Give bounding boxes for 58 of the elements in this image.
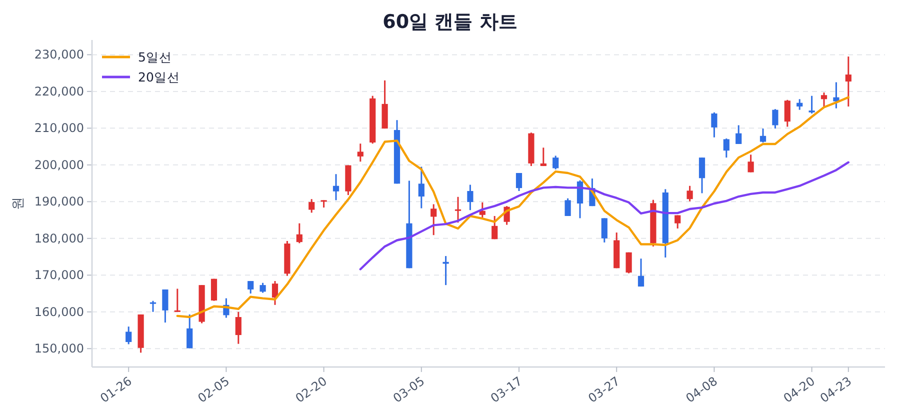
candlestick [479, 202, 486, 218]
y-tick-label: 230,000 [34, 48, 84, 62]
candlestick [626, 252, 632, 274]
candlestick [296, 222, 302, 244]
candlestick [808, 95, 815, 114]
legend-label: 5일선 [138, 50, 172, 64]
candlestick [552, 154, 559, 170]
line-series [176, 96, 850, 318]
candlestick [492, 215, 498, 240]
candlestick [260, 282, 266, 294]
y-tick-label: 210,000 [34, 121, 84, 136]
candlestick [820, 92, 828, 108]
y-tick-label: 150,000 [34, 342, 84, 356]
y-tick-label: 220,000 [34, 84, 84, 98]
candlestick [638, 258, 644, 288]
y-axis-title: 원 [11, 197, 26, 210]
candlestick [467, 184, 474, 211]
candlestick [357, 142, 364, 162]
candlestick [210, 278, 218, 302]
y-tick-label: 190,000 [34, 194, 84, 209]
candlestick [454, 196, 462, 224]
y-tick-label: 200,000 [34, 158, 84, 172]
candlestick [736, 124, 742, 145]
candlestick [711, 112, 718, 138]
candlestick [235, 311, 242, 345]
candlestick [772, 108, 778, 130]
candlestick [796, 98, 803, 111]
candlestick [540, 146, 546, 167]
candlestick [833, 82, 840, 110]
candlestick [430, 203, 437, 236]
candlestick [308, 198, 315, 214]
candlestick [845, 56, 852, 108]
y-tick-label: 170,000 [34, 268, 84, 282]
candlestick [418, 166, 424, 210]
candlestick [686, 185, 693, 202]
line-series [359, 161, 850, 270]
candlestick [516, 172, 522, 192]
candlestick [674, 214, 681, 230]
candlestick [332, 173, 340, 201]
candlestick [126, 326, 132, 345]
candlestick [150, 300, 156, 313]
candlestick [442, 255, 449, 286]
y-tick-label: 160,000 [34, 304, 84, 319]
candlestick [272, 280, 278, 306]
candlestick [698, 156, 706, 194]
candlestick [174, 288, 180, 313]
candlestick [760, 128, 766, 144]
candlestick [248, 280, 254, 294]
candlestick [601, 217, 608, 244]
candlestick [784, 99, 790, 128]
candlestick [162, 288, 168, 324]
candlestick [748, 154, 754, 174]
candlestick [723, 138, 730, 158]
candlestick [564, 198, 571, 217]
legend-label: 20일선 [138, 70, 180, 84]
candlestick [186, 314, 193, 350]
y-tick-label: 180,000 [34, 231, 84, 246]
chart-title: 60일 캔들 차트 [382, 11, 518, 33]
